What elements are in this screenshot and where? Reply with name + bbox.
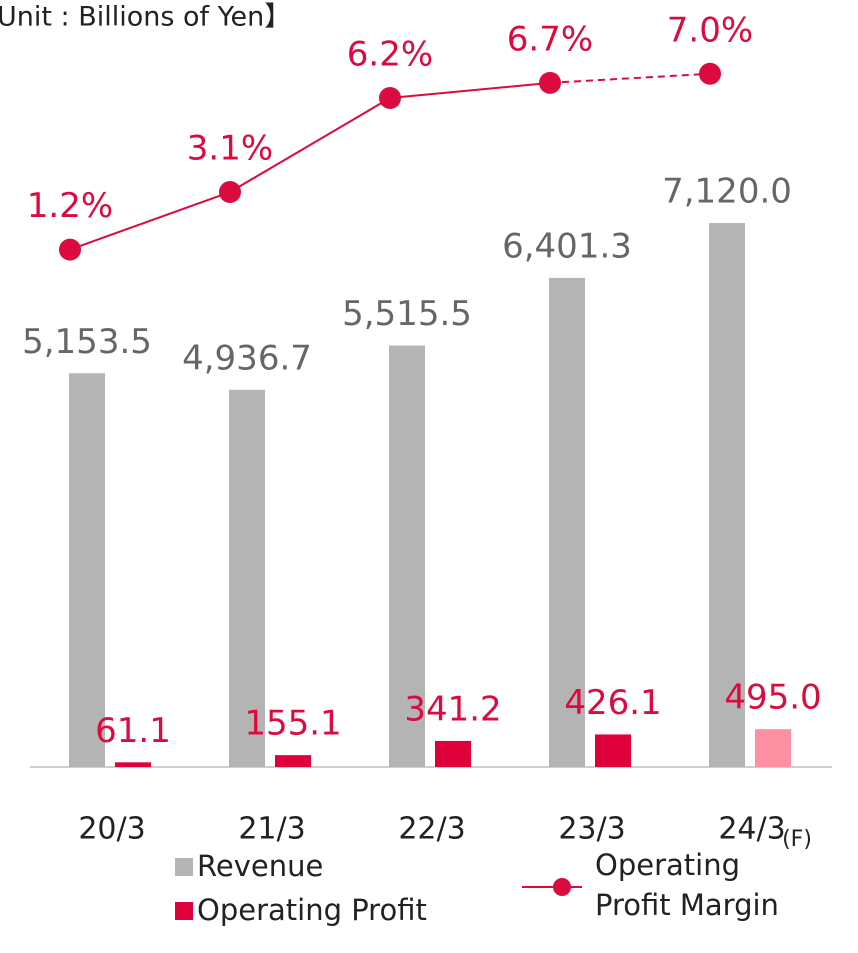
bar [435,740,471,767]
bar [755,729,791,767]
line-segment [69,191,231,251]
chart-title: 【Unit : Billions of Yen】 [0,2,291,33]
data-label: 5,153.5 [22,322,152,362]
data-label: 495.0 [724,678,821,718]
bar [115,762,151,767]
legend-swatch [175,902,193,920]
data-label: 4,936.7 [182,338,312,378]
x-tick-label: 24/3 [718,812,785,847]
data-label: 1.2% [27,186,113,226]
line-marker [539,71,561,94]
line-marker [699,62,721,85]
data-label: 7,120.0 [662,172,792,212]
bar [389,345,425,767]
bar [709,223,745,768]
data-label: 6,401.3 [502,226,632,266]
data-label: 5,515.5 [342,294,472,334]
line-marker [59,238,81,261]
data-label: 3.1% [187,129,273,169]
legend-label: Operating Profit [197,893,427,927]
bar [229,389,265,767]
data-label: 341.2 [404,689,501,729]
data-label: 6.7% [507,19,593,59]
line-marker [219,181,241,204]
legend-label: Revenue [197,849,323,883]
legend-label: Operating Profit Margin [595,848,779,922]
data-label: 426.1 [564,683,661,723]
bar [69,373,105,767]
line-segment [549,72,711,84]
line-segment [229,97,391,193]
legend-swatch [175,858,193,876]
data-label: 6.2% [347,35,433,75]
line-segment [389,81,551,100]
x-tick-label: 22/3 [398,812,465,847]
data-label: 7.0% [667,10,753,50]
forecast-note: (F) [782,827,812,852]
x-tick-label: 21/3 [238,812,305,847]
data-label: 155.1 [244,704,341,744]
bar [549,277,585,767]
data-label: 61.1 [95,711,171,751]
bar [595,734,631,767]
line-marker [379,87,401,110]
bar [275,755,311,767]
x-tick-label: 20/3 [78,812,145,847]
x-tick-label: 23/3 [558,812,625,847]
legend-marker [553,878,571,896]
